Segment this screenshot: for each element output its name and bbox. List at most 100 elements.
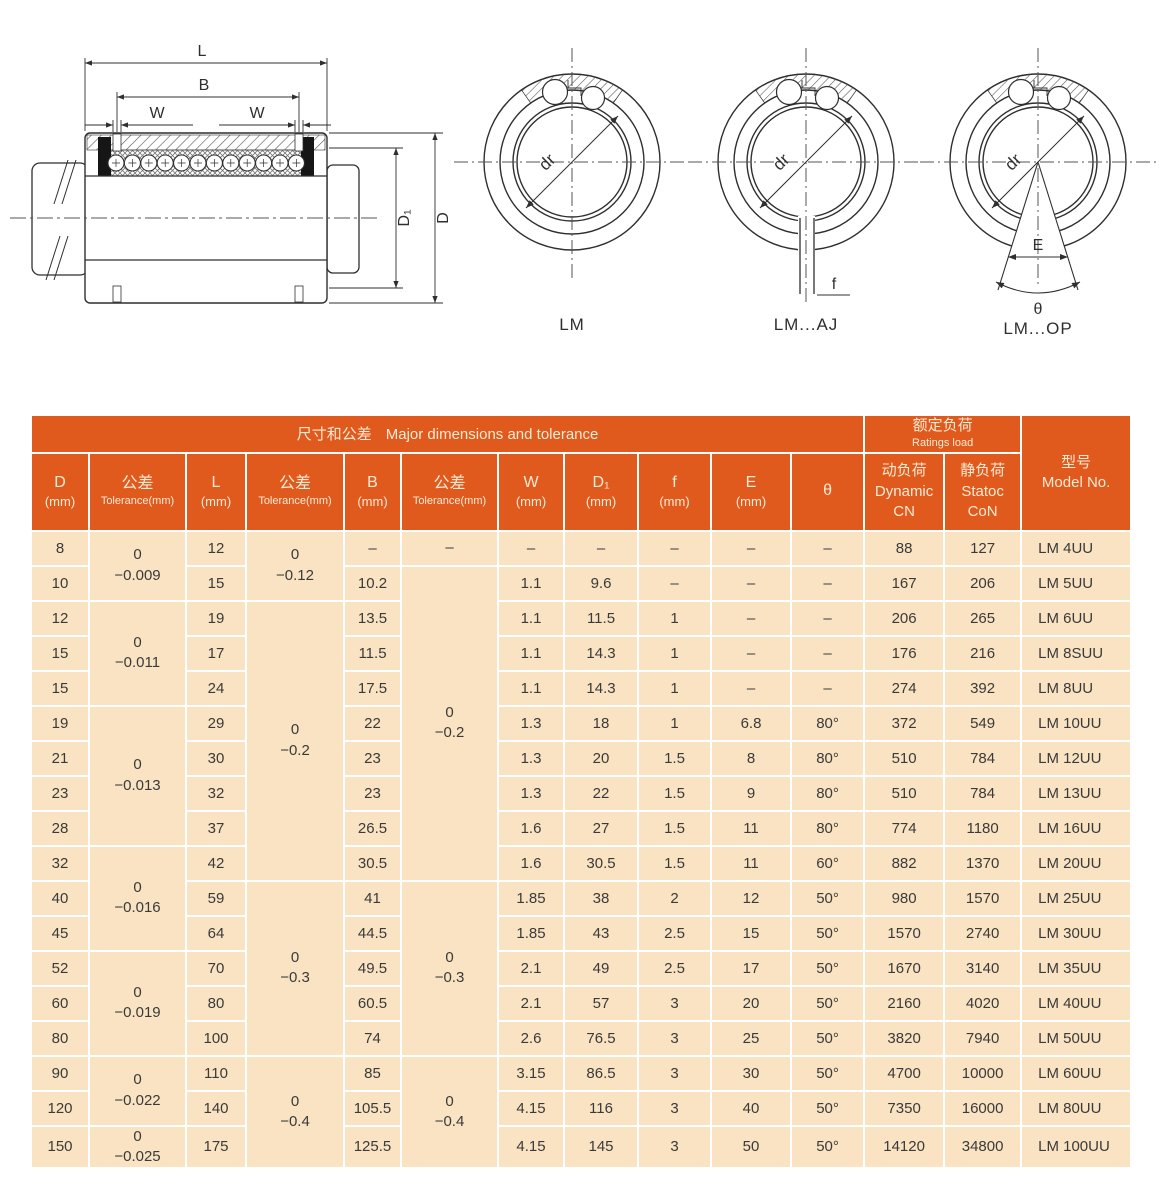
col-header-d-tolerance: 公差 Tolerance(mm) (88, 451, 187, 532)
ball-pocket (775, 78, 840, 111)
ratings-load-header: 额定负荷 Ratings load (863, 414, 1023, 454)
cell-l: 59 (185, 879, 247, 917)
cell-cn: 7350 (863, 1089, 946, 1127)
cell-l: 110 (185, 1054, 247, 1092)
cell-e: 6.8 (710, 704, 792, 742)
cell-b: 30.5 (343, 844, 402, 882)
cell-model: LM 30UU (1020, 914, 1133, 952)
cell-w: 1.1 (497, 564, 565, 602)
cell-d1: 27 (563, 809, 639, 847)
cell-w: 1.85 (497, 879, 565, 917)
view-caption-lm-aj: LM...AJ (774, 315, 839, 334)
cell-d: 19 (30, 704, 90, 742)
cell-cn: 88 (863, 529, 946, 567)
cell-d: 52 (30, 949, 90, 987)
col-header-d: D (mm) (30, 451, 90, 532)
cell-con: 127 (943, 529, 1023, 567)
bore-diameter-arrow (525, 115, 619, 209)
cell-theta: 50° (789, 914, 866, 952)
cell-cn: 372 (863, 704, 946, 742)
cell-d1: 18 (563, 704, 639, 742)
cell-d: 10 (30, 564, 90, 602)
cell-b: 105.5 (343, 1089, 402, 1127)
cell-e: – (710, 529, 792, 567)
cell-con: 1370 (943, 844, 1023, 882)
dim-label-D: D (435, 212, 452, 224)
cell-f: 1.5 (637, 739, 712, 777)
cell-w: 1.85 (497, 914, 565, 952)
cell-model: LM 20UU (1020, 844, 1133, 882)
dim-label-B: B (199, 77, 210, 94)
cell-con: 784 (943, 739, 1023, 777)
cell-d: 60 (30, 984, 90, 1022)
cell-cn: 206 (863, 599, 946, 637)
bore-lines (85, 175, 327, 261)
cell-e: 25 (710, 1019, 792, 1057)
end-view-lm-aj: dr f LM...AJ (688, 48, 924, 334)
table-row: 32 0 −0.016 42 30.5 1.6 30.5 1.5 11 60° … (30, 844, 1133, 952)
bore-label: dr (769, 150, 793, 174)
ball-bearings (107, 154, 305, 172)
cell-model: LM 25UU (1020, 879, 1133, 917)
cell-b: 41 (343, 879, 402, 917)
cell-con: 3140 (943, 949, 1023, 987)
dimension-lines (84, 58, 443, 304)
bore-diameter-arrow (991, 115, 1085, 209)
cell-e: 12 (710, 879, 792, 917)
shell-hatch-band (86, 134, 326, 151)
cell-w: 1.6 (497, 809, 565, 847)
cell-f: 1.5 (637, 844, 712, 882)
col-header-l: L (mm) (185, 451, 247, 532)
cell-w: – (497, 529, 565, 567)
cell-theta: – (789, 564, 866, 602)
cell-d1: – (563, 529, 639, 567)
cell-w: 1.3 (497, 704, 565, 742)
cell-f: 1 (637, 669, 712, 707)
cell-b: 60.5 (343, 984, 402, 1022)
cell-e: 50 (710, 1124, 792, 1170)
centerlines (920, 48, 1156, 287)
cell-theta: 50° (789, 949, 866, 987)
cell-l: 140 (185, 1089, 247, 1127)
cell-d1: 49 (563, 949, 639, 987)
cell-theta: – (789, 669, 866, 707)
cell-d: 15 (30, 634, 90, 672)
cell-e: 40 (710, 1089, 792, 1127)
cell-f: 2.5 (637, 914, 712, 952)
cell-l-tolerance: 0 −0.4 (245, 1054, 345, 1170)
table-row: 90 0 −0.022 110 0 −0.4 85 0 −0.4 3.15 86… (30, 1054, 1133, 1170)
cell-d: 45 (30, 914, 90, 952)
cell-d: 15 (30, 669, 90, 707)
cell-l-tolerance: 0 −0.3 (245, 879, 345, 1057)
cell-cn: 510 (863, 774, 946, 812)
cell-w: 2.1 (497, 984, 565, 1022)
table-row: 19 0 −0.013 29 22 1.3 18 1 6.8 80° 372 5… (30, 704, 1133, 847)
cell-cn: 176 (863, 634, 946, 672)
cell-model: LM 10UU (1020, 704, 1133, 742)
cell-theta: 50° (789, 1054, 866, 1092)
col-header-dynamic-load: 动负荷 Dynamic CN (863, 451, 946, 532)
cell-d: 28 (30, 809, 90, 847)
cell-b: 125.5 (343, 1124, 402, 1170)
cell-l: 15 (185, 564, 247, 602)
cell-f: 3 (637, 1054, 712, 1092)
cell-model: LM 35UU (1020, 949, 1133, 987)
cell-l: 175 (185, 1124, 247, 1170)
col-header-e: E (mm) (710, 451, 792, 532)
cell-theta: 80° (789, 704, 866, 742)
table-row: 21 30 23 1.3 20 1.5 8 80° 510 784 LM 12U… (30, 739, 1133, 777)
table-row: 23 32 23 1.3 22 1.5 9 80° 510 784 LM 13U… (30, 774, 1133, 812)
cell-model: LM 60UU (1020, 1054, 1133, 1092)
cell-con: 549 (943, 704, 1023, 742)
cell-d: 21 (30, 739, 90, 777)
shaft-break-marks (45, 159, 77, 281)
cell-model: LM 8UU (1020, 669, 1133, 707)
cell-w: 4.15 (497, 1089, 565, 1127)
circlip-grooves (112, 133, 304, 303)
cell-con: 2740 (943, 914, 1023, 952)
cell-e: 15 (710, 914, 792, 952)
cell-f: 2 (637, 879, 712, 917)
dim-label-W-right: W (249, 105, 265, 122)
cell-cn: 3820 (863, 1019, 946, 1057)
